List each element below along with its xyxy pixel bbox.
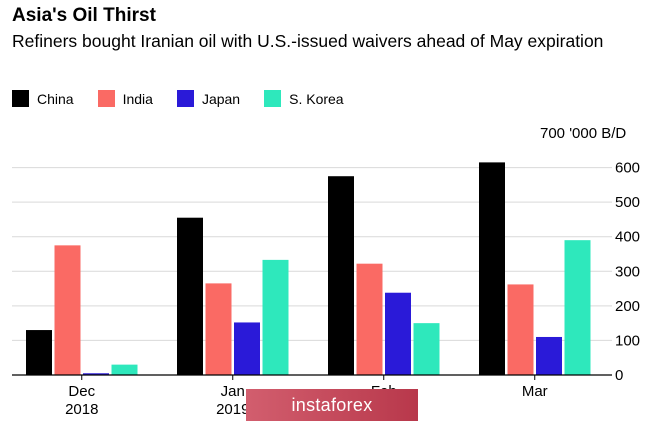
y-tick-label: 500: [615, 194, 640, 211]
bar-china-0: [26, 330, 52, 375]
chart-title: Asia's Oil Thirst: [12, 5, 156, 26]
bar-india-1: [205, 283, 232, 375]
bar-india-2: [356, 263, 383, 375]
y-tick-label: 100: [615, 332, 640, 349]
bar-s-korea-0: [111, 364, 138, 375]
y-tick-label: 0: [615, 367, 623, 384]
bar-japan-1: [234, 322, 260, 375]
legend: China India Japan S. Korea: [12, 90, 368, 107]
bar-s-korea-1: [262, 259, 289, 375]
bar-china-3: [479, 162, 505, 375]
bar-india-3: [507, 284, 534, 375]
x-tick-label: Dec: [68, 383, 95, 400]
x-tick-label: 2019: [216, 401, 249, 418]
y-tick-label: 400: [615, 229, 640, 246]
bar-india-0: [54, 245, 81, 375]
bar-japan-0: [83, 373, 109, 375]
bar-s-korea-2: [413, 323, 440, 375]
x-tick-label: 2018: [65, 401, 98, 418]
y-tick-label: 600: [615, 160, 640, 177]
legend-label-s-korea: S. Korea: [289, 90, 344, 107]
bar-china-2: [328, 176, 354, 375]
bar-japan-3: [536, 336, 562, 375]
watermark-banner: instaforex: [246, 389, 418, 421]
y-unit-label: 700 '000 B/D: [540, 125, 626, 142]
legend-swatch-japan: [176, 90, 194, 107]
y-tick-label: 300: [615, 263, 640, 280]
x-tick-label: Mar: [522, 383, 548, 400]
bar-japan-2: [385, 292, 411, 375]
watermark-text: instaforex: [291, 394, 373, 415]
chart-subtitle: Refiners bought Iranian oil with U.S.-is…: [12, 31, 604, 51]
bar-s-korea-3: [564, 240, 591, 375]
legend-item-india: India: [97, 90, 153, 107]
legend-item-s-korea: S. Korea: [264, 90, 344, 107]
legend-label-india: India: [122, 90, 153, 107]
legend-item-japan: Japan: [176, 90, 241, 107]
y-tick-label: 200: [615, 298, 640, 315]
legend-label-japan: Japan: [201, 90, 241, 107]
legend-swatch-s-korea: [264, 90, 282, 107]
bar-china-1: [177, 217, 203, 375]
legend-item-china: China: [12, 90, 74, 107]
legend-label-china: China: [37, 90, 74, 107]
x-tick-label: Jan: [221, 383, 245, 400]
legend-swatch-india: [97, 90, 115, 107]
legend-swatch-china: [12, 90, 29, 107]
